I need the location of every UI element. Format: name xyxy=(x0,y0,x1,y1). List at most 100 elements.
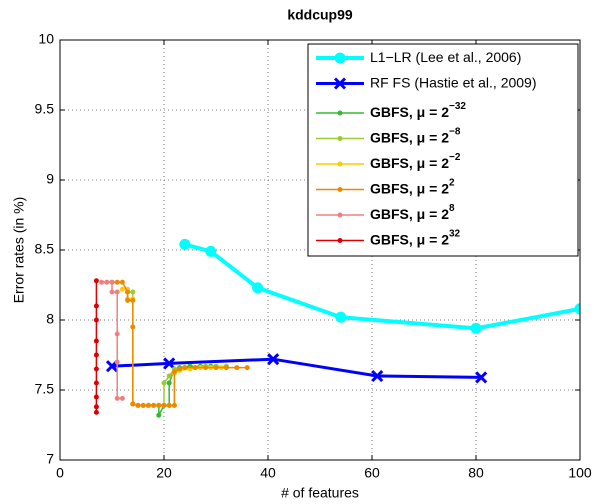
legend-label-exponent: −2 xyxy=(449,152,461,163)
y-tick-label: 7 xyxy=(46,451,54,467)
dot-marker xyxy=(337,136,343,141)
circle-marker xyxy=(334,52,346,64)
dot-marker xyxy=(177,366,183,372)
legend-label-text: GBFS, μ = 2 xyxy=(370,129,449,145)
y-tick-label: 8.5 xyxy=(35,241,55,257)
dot-marker xyxy=(93,404,99,410)
dot-marker xyxy=(337,110,343,116)
circle-marker xyxy=(335,311,347,323)
legend-label-exponent: −8 xyxy=(449,126,461,137)
dot-marker xyxy=(119,279,125,285)
dot-marker xyxy=(93,317,99,323)
dot-marker xyxy=(93,303,99,309)
dot-marker xyxy=(93,278,99,284)
legend-label: GBFS, μ = 2−32 xyxy=(370,101,466,120)
legend-label: GBFS, μ = 232 xyxy=(370,228,461,247)
legend-label-text: L1−LR (Lee et al., 2006) xyxy=(370,49,521,65)
legend-label-exponent: 32 xyxy=(449,228,461,239)
dot-marker xyxy=(93,338,99,344)
x-tick-label: 40 xyxy=(260,465,276,481)
x-marker xyxy=(267,353,280,366)
legend-label-exponent: −32 xyxy=(449,101,466,112)
dot-marker xyxy=(109,289,115,295)
dot-marker xyxy=(93,380,99,386)
x-marker xyxy=(333,77,347,90)
dot-marker xyxy=(104,279,110,285)
y-tick-label: 7.5 xyxy=(35,381,55,397)
x-tick-label: 80 xyxy=(468,465,484,481)
circle-marker xyxy=(470,322,482,334)
legend-label-exponent: 8 xyxy=(449,203,455,214)
circle-marker xyxy=(252,282,264,294)
dot-marker xyxy=(140,402,146,408)
dot-marker xyxy=(161,380,167,386)
dot-marker xyxy=(93,409,99,415)
legend-label-text: GBFS, μ = 2 xyxy=(370,104,449,120)
dot-marker xyxy=(244,365,250,371)
axes-box xyxy=(59,39,581,461)
dot-marker xyxy=(93,366,99,372)
legend-label-text: GBFS, μ = 2 xyxy=(370,155,449,171)
dot-marker xyxy=(130,297,136,303)
dot-marker xyxy=(171,369,177,375)
x-marker xyxy=(475,371,488,384)
dot-marker xyxy=(166,402,172,408)
dot-marker xyxy=(156,412,162,418)
dot-marker xyxy=(223,365,229,371)
legend-box xyxy=(307,43,579,257)
y-tick-label: 10 xyxy=(38,31,54,47)
dot-marker xyxy=(192,365,198,371)
dot-marker xyxy=(130,324,136,330)
legend: L1−LR (Lee et al., 2006) RF FS (Hastie et… xyxy=(307,43,579,257)
dot-marker xyxy=(156,402,162,408)
dot-marker xyxy=(114,279,120,285)
x-axis-label: # of features xyxy=(281,485,359,501)
dot-marker xyxy=(337,187,343,192)
dot-marker xyxy=(337,161,343,167)
circle-marker xyxy=(205,245,217,257)
dot-marker xyxy=(130,401,136,407)
legend-label-text: GBFS, μ = 2 xyxy=(370,231,449,247)
dot-marker xyxy=(114,289,120,295)
x-marker xyxy=(371,369,384,383)
legend-label: RF FS (Hastie et al., 2009) xyxy=(370,74,537,90)
x-tick-label: 60 xyxy=(364,465,380,481)
dot-marker xyxy=(161,402,167,408)
y-tick-label: 9 xyxy=(46,171,54,187)
dot-marker xyxy=(203,365,209,371)
x-tick-label: 100 xyxy=(568,465,592,481)
dot-marker xyxy=(145,402,151,408)
dot-marker xyxy=(166,380,172,386)
dot-marker xyxy=(213,365,219,371)
dot-marker xyxy=(182,365,188,371)
dot-marker xyxy=(151,402,157,408)
plot-marks xyxy=(93,238,580,418)
dot-marker xyxy=(166,373,172,379)
legend-label-text: GBFS, μ = 2 xyxy=(370,180,449,196)
legend-label-text: GBFS, μ = 2 xyxy=(370,206,449,222)
chart-title: kddcup99 xyxy=(287,7,353,23)
legend-label: GBFS, μ = 28 xyxy=(370,203,455,222)
dot-marker xyxy=(99,279,105,285)
dot-marker xyxy=(114,359,120,365)
x-marker xyxy=(163,357,176,370)
circle-marker xyxy=(574,303,580,315)
dot-marker xyxy=(171,402,177,408)
legend-label-exponent: 2 xyxy=(449,177,455,188)
legend-label: GBFS, μ = 2−8 xyxy=(370,126,461,145)
dot-marker xyxy=(125,297,131,303)
dot-marker xyxy=(337,238,343,243)
dot-marker xyxy=(337,212,343,218)
legend-label: GBFS, μ = 2−2 xyxy=(370,152,461,171)
dot-marker xyxy=(93,352,99,358)
y-tick-label: 8 xyxy=(46,311,54,327)
legend-label-text: RF FS (Hastie et al., 2009) xyxy=(370,74,537,90)
x-tick-label: 0 xyxy=(56,465,64,481)
dot-marker xyxy=(119,286,125,292)
dot-marker xyxy=(114,395,120,401)
y-tick-label: 9.5 xyxy=(35,101,55,117)
dot-marker xyxy=(130,289,136,295)
dot-marker xyxy=(135,402,141,408)
